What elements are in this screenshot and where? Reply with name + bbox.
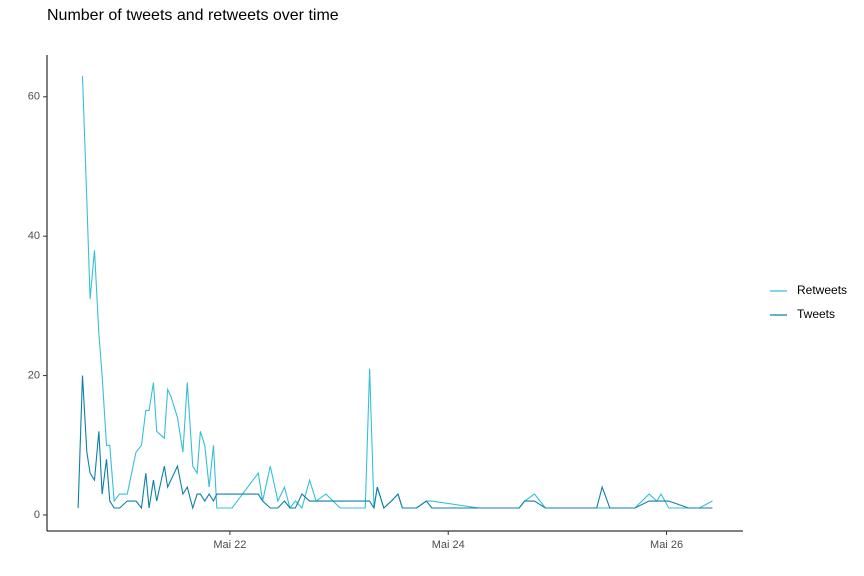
x-tick-label: Mai 22 (213, 539, 246, 551)
y-tick-label: 40 (28, 230, 40, 242)
x-tick-label: Mai 24 (432, 539, 465, 551)
x-tick-label: Mai 26 (650, 539, 683, 551)
series-line (81, 75, 713, 510)
legend-label: Retweets (797, 283, 847, 297)
y-tick-label: 0 (34, 509, 40, 521)
series-line (77, 375, 713, 510)
y-tick-label: 60 (28, 91, 40, 103)
chart-title: Number of tweets and retweets over time (47, 7, 339, 24)
legend-label: Tweets (797, 307, 835, 321)
y-tick-label: 20 (28, 369, 40, 381)
